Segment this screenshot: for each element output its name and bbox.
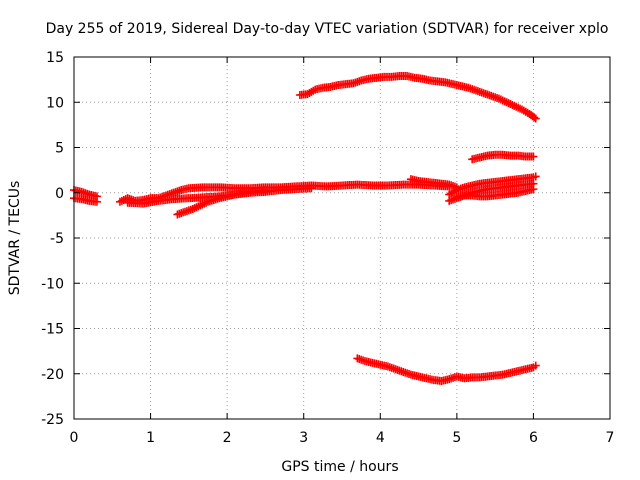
x-tick-label: 1	[146, 430, 155, 446]
y-tick-label: -5	[50, 231, 64, 247]
y-tick-label: -20	[41, 367, 64, 383]
x-axis-label: GPS time / hours	[281, 459, 398, 475]
y-tick-label: 15	[46, 50, 64, 66]
chart-title: Day 255 of 2019, Sidereal Day-to-day VTE…	[46, 21, 609, 37]
y-tick-label: 0	[55, 186, 64, 202]
y-tick-label: -10	[41, 276, 64, 292]
data-point	[261, 186, 270, 195]
series-arc-g	[468, 150, 538, 164]
data-point	[307, 184, 316, 193]
x-tick-label: 5	[452, 430, 461, 446]
x-tick-label: 4	[376, 430, 385, 446]
series-arc-h	[406, 175, 461, 192]
y-tick-label: -25	[41, 412, 64, 428]
data-marks	[70, 72, 540, 385]
y-tick-label: -15	[41, 322, 64, 338]
y-axis-label: SDTVAR / TECUs	[7, 181, 23, 296]
series-arc-f	[295, 72, 540, 123]
series-arc-l	[353, 354, 540, 385]
y-tick-label: 5	[55, 141, 64, 157]
x-tick-label: 6	[529, 430, 538, 446]
axis-ticks: 0 1 2 3 4 5 6 7 15 10 5 0 -5 -10 -15 -20 -25	[41, 50, 614, 446]
data-point	[531, 361, 540, 370]
grid-lines	[74, 57, 610, 419]
x-tick-label: 2	[223, 430, 232, 446]
data-point	[531, 114, 540, 123]
x-tick-label: 7	[606, 430, 615, 446]
series-arc-e	[173, 186, 270, 219]
data-point	[92, 197, 101, 206]
data-point	[530, 113, 539, 122]
series-arc-a	[70, 186, 101, 201]
y-tick-label: 10	[46, 95, 64, 111]
data-point	[529, 185, 538, 194]
x-tick-label: 0	[70, 430, 79, 446]
data-point	[529, 152, 538, 161]
series-arc-k	[452, 185, 538, 202]
x-tick-label: 3	[299, 430, 308, 446]
data-point	[531, 172, 540, 181]
